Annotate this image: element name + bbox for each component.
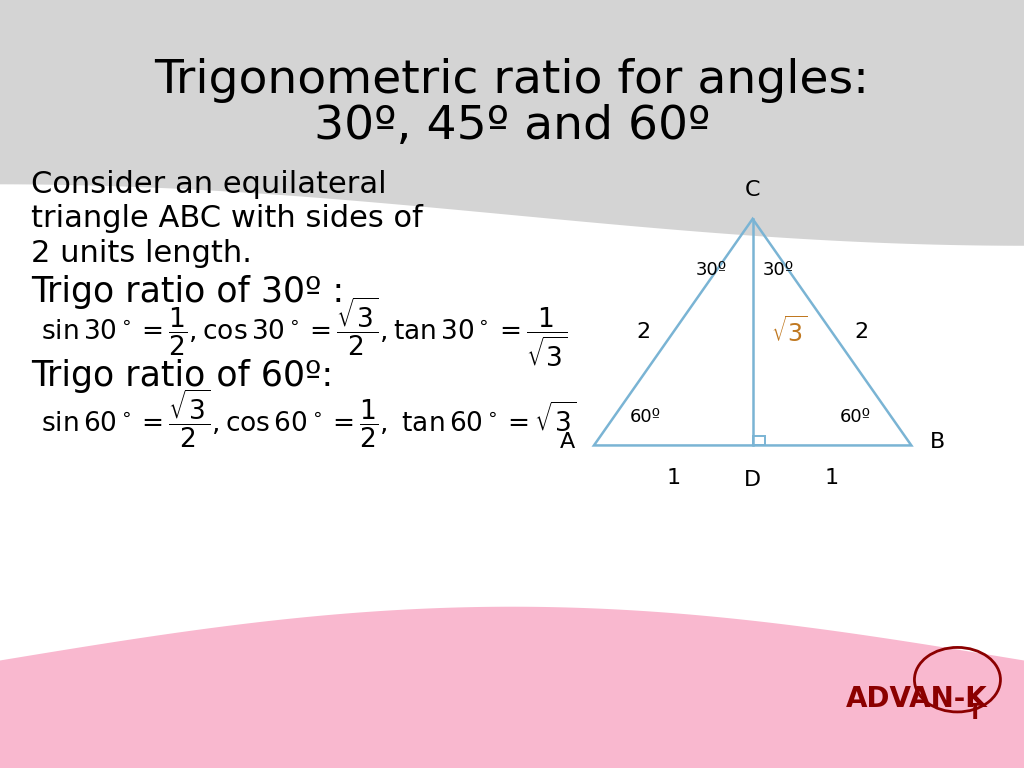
Text: Consider an equilateral: Consider an equilateral [31,170,386,199]
Text: ADVAN-K: ADVAN-K [846,685,987,713]
Text: 1: 1 [825,468,839,488]
Text: T: T [968,703,982,723]
Text: D: D [744,470,761,490]
Polygon shape [0,0,1024,246]
Text: 60º: 60º [630,409,660,426]
Text: $\sin 30^\circ = \dfrac{1}{2}, \cos 30^\circ = \dfrac{\sqrt{3}}{2}, \tan 30^\cir: $\sin 30^\circ = \dfrac{1}{2}, \cos 30^\… [41,296,567,369]
Text: A: A [560,432,575,452]
Text: 30º: 30º [695,261,727,279]
Text: $\sqrt{3}$: $\sqrt{3}$ [771,317,808,347]
Text: 2 units length.: 2 units length. [31,239,252,268]
Text: C: C [744,180,761,200]
Polygon shape [0,607,1024,768]
Text: 60º: 60º [840,409,870,426]
Text: $\sin 60^\circ = \dfrac{\sqrt{3}}{2}, \cos 60^\circ = \dfrac{1}{2},\ \tan 60^\ci: $\sin 60^\circ = \dfrac{\sqrt{3}}{2}, \c… [41,387,577,450]
Text: triangle ABC with sides of: triangle ABC with sides of [31,204,423,233]
Text: 30º: 30º [763,261,795,279]
Text: Trigo ratio of 60º:: Trigo ratio of 60º: [31,359,333,393]
Text: 1: 1 [667,468,680,488]
Text: Trigonometric ratio for angles:: Trigonometric ratio for angles: [155,58,869,103]
Text: B: B [930,432,945,452]
Text: 2: 2 [854,322,868,343]
Text: 30º, 45º and 60º: 30º, 45º and 60º [313,104,711,149]
Text: 2: 2 [637,322,651,343]
Text: Trigo ratio of 30º :: Trigo ratio of 30º : [31,275,344,309]
